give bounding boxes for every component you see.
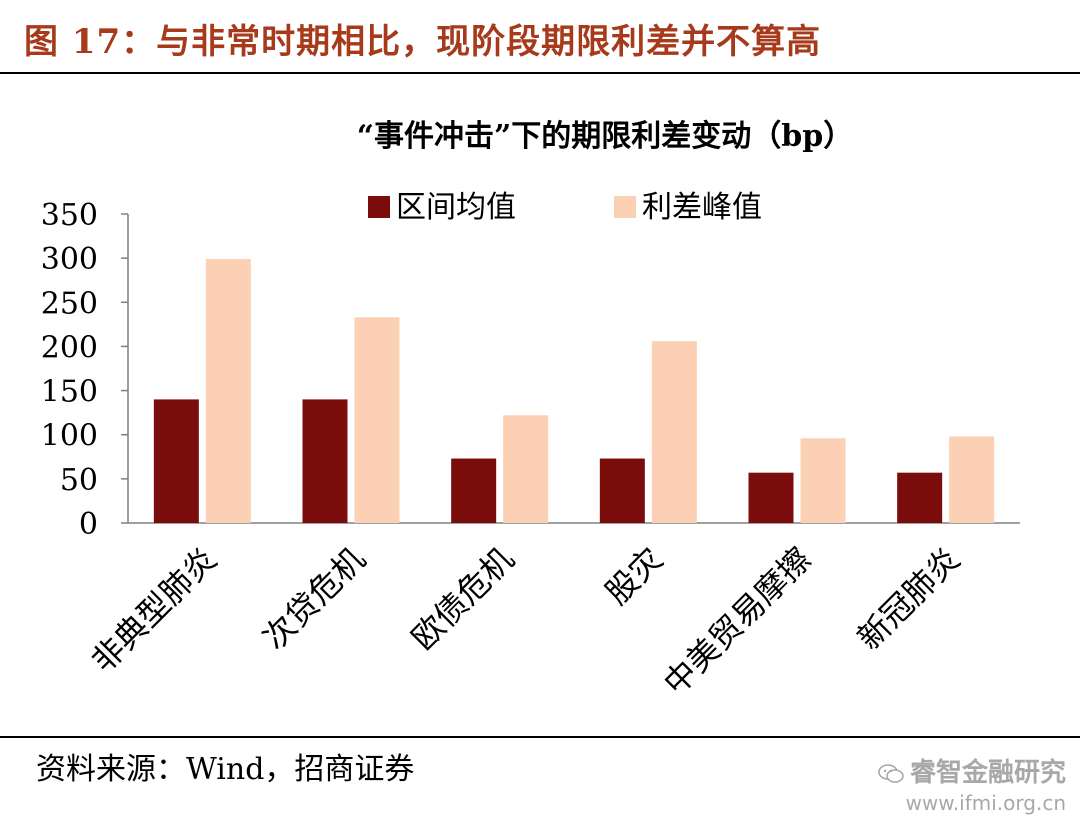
bar-peak-1	[354, 317, 400, 523]
x-tick-label: 股灾	[598, 540, 670, 612]
x-tick-label: 次贷危机	[255, 540, 372, 657]
x-tick-label: 中美贸易摩擦	[656, 540, 819, 703]
wechat-icon	[878, 763, 904, 783]
chart-title: “事件冲击”下的期限利差变动（bp）	[357, 119, 853, 154]
bar-peak-3	[651, 341, 697, 523]
legend-label-0: 区间均值	[396, 190, 516, 225]
legend-label-1: 利差峰值	[642, 190, 762, 225]
bar-mean-4	[748, 472, 794, 523]
y-tick-label: 50	[60, 463, 98, 498]
watermark: 睿智金融研究 www.ifmi.org.cn	[878, 752, 1066, 815]
bar-mean-5	[897, 472, 943, 523]
bars	[153, 259, 995, 523]
bar-peak-4	[800, 438, 846, 523]
watermark-url: www.ifmi.org.cn	[905, 791, 1066, 815]
top-rule	[0, 72, 1080, 74]
bar-mean-1	[302, 399, 348, 523]
bar-peak-5	[949, 436, 995, 523]
legend-swatch-1	[614, 196, 636, 218]
y-tick-label: 0	[79, 507, 98, 542]
x-tick-label: 欧债危机	[404, 540, 521, 657]
bar-peak-0	[205, 259, 251, 523]
source-note: 资料来源：Wind，招商证券	[36, 752, 415, 787]
x-tick-label: 非典型肺炎	[84, 540, 224, 680]
figure-title: 图 17：与非常时期相比，现阶段期限利差并不算高	[24, 22, 822, 62]
bottom-rule	[0, 736, 1080, 738]
y-tick-label: 300	[41, 242, 98, 277]
bar-mean-2	[451, 458, 497, 523]
y-tick-label: 250	[41, 286, 98, 321]
y-tick-label: 200	[41, 330, 98, 365]
x-tick-label: 新冠肺炎	[850, 540, 967, 657]
y-tick-label: 100	[41, 419, 98, 454]
y-tick-label: 150	[41, 375, 98, 410]
bar-mean-3	[599, 458, 645, 523]
watermark-name: 睿智金融研究	[909, 758, 1066, 788]
bar-chart: “事件冲击”下的期限利差变动（bp） 区间均值 利差峰值 0 50 100 150 200…	[41, 119, 1020, 703]
bar-peak-2	[503, 415, 549, 523]
bar-mean-0	[153, 399, 199, 523]
legend: 区间均值 利差峰值	[368, 190, 762, 225]
y-axis: 0 50 100 150 200 250 300 350	[41, 198, 1020, 542]
y-tick-label: 350	[41, 198, 98, 233]
legend-swatch-0	[368, 196, 390, 218]
